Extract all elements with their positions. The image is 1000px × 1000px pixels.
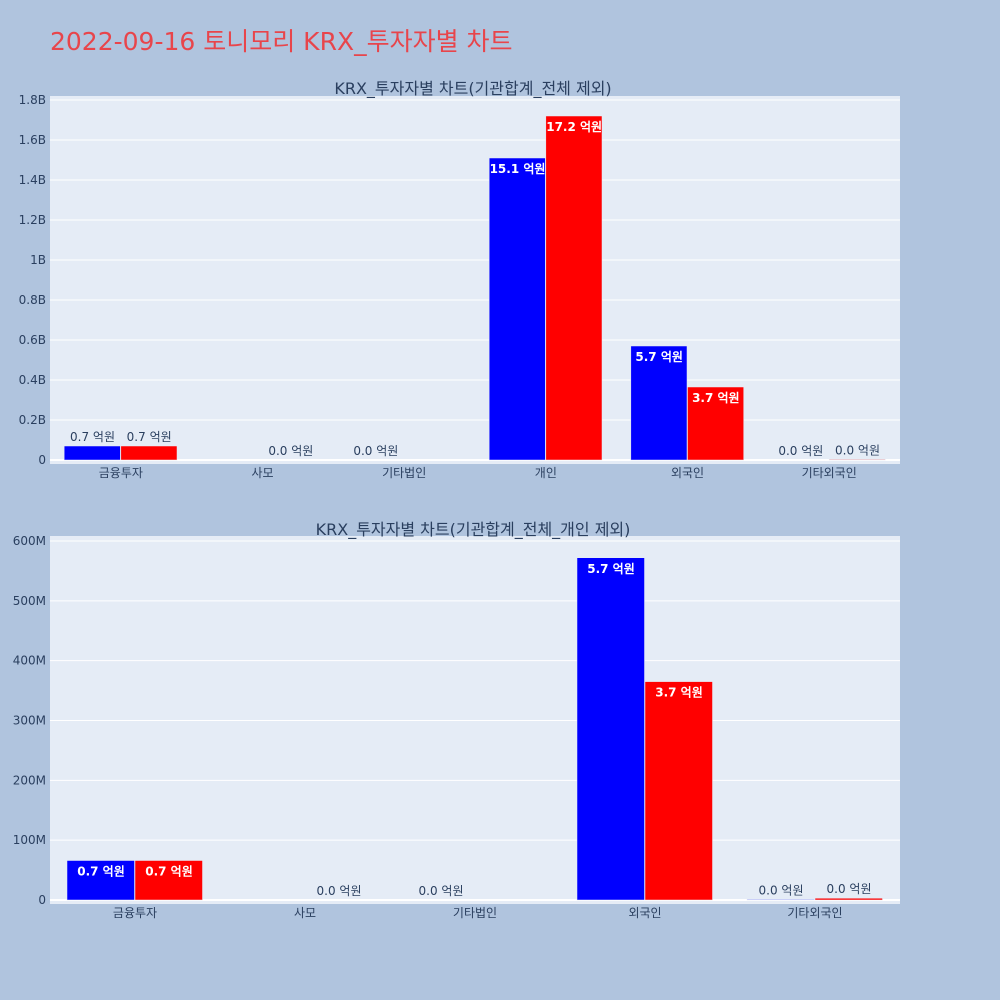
- page-title: 2022-09-16 토니모리 KRX_투자자별 차트: [50, 27, 513, 56]
- x-tick-label: 기타법인: [382, 466, 426, 480]
- x-tick-label: 개인: [535, 466, 557, 480]
- bar-label: 0.0 억원: [778, 444, 823, 458]
- y-tick-label: 1.4B: [19, 173, 46, 187]
- bar: [828, 459, 886, 461]
- bar-label: 0.0 억원: [353, 444, 398, 458]
- chart-title: KRX_투자자별 차트(기관합계_전체 제외): [334, 79, 611, 99]
- bar-label: 0.7 억원: [70, 430, 115, 444]
- plot-area: [50, 96, 900, 464]
- x-tick-label: 외국인: [628, 906, 661, 920]
- y-tick-label: 1B: [30, 253, 46, 267]
- x-tick-label: 기타외국인: [787, 906, 842, 920]
- y-tick-label: 200M: [13, 773, 46, 787]
- bar: [488, 157, 546, 461]
- bar-label: 0.0 억원: [419, 884, 464, 898]
- bar-label: 15.1 억원: [490, 162, 546, 176]
- bar: [120, 445, 178, 461]
- y-tick-label: 0.2B: [19, 413, 46, 427]
- y-tick-label: 600M: [13, 534, 46, 548]
- bar-label: 3.7 억원: [655, 686, 703, 700]
- bar-label: 0.7 억원: [127, 430, 172, 444]
- bar: [746, 899, 815, 901]
- x-tick-label: 외국인: [671, 466, 704, 480]
- y-tick-label: 0.6B: [19, 333, 46, 347]
- bar-label: 3.7 억원: [692, 391, 740, 405]
- y-tick-label: 0: [38, 453, 46, 467]
- bar-label: 0.0 억원: [268, 444, 313, 458]
- bar: [576, 557, 645, 901]
- bar-label: 0.0 억원: [317, 884, 362, 898]
- x-tick-label: 기타외국인: [802, 466, 857, 480]
- chart-1: 0 0.2B 0.4B 0.6B 0.8B 1B 1.2B 1.4B 1.6B 1.8B KRX_투…: [19, 79, 900, 480]
- bar-label: 0.0 억원: [827, 882, 872, 896]
- y-tick-label: 0: [38, 893, 46, 907]
- x-tick-label: 사모: [294, 906, 316, 920]
- chart-2: 0 100M 200M 300M 400M 500M 600M KRX_투자자별 차트(기관합…: [13, 520, 900, 920]
- y-tick-label: 1.8B: [19, 93, 46, 107]
- y-tick-label: 0.4B: [19, 373, 46, 387]
- bar: [134, 860, 203, 901]
- y-tick-label: 500M: [13, 594, 46, 608]
- chart-title: KRX_투자자별 차트(기관합계_전체_개인 제외): [316, 520, 631, 540]
- bar: [545, 115, 603, 461]
- bar: [66, 860, 135, 901]
- bar-label: 0.0 억원: [835, 443, 880, 457]
- bar-label: 0.7 억원: [77, 865, 125, 879]
- bar-label: 5.7 억원: [635, 350, 683, 364]
- bar: [63, 445, 121, 461]
- bar: [630, 345, 688, 461]
- bar-label: 0.7 억원: [145, 865, 193, 879]
- x-tick-label: 금융투자: [113, 906, 157, 920]
- bar: [814, 897, 883, 901]
- bar-label: 17.2 억원: [546, 120, 602, 134]
- x-tick-label: 금융투자: [99, 466, 143, 480]
- y-tick-label: 1.2B: [19, 213, 46, 227]
- x-tick-label: 기타법인: [453, 906, 497, 920]
- bar: [687, 386, 744, 461]
- bar-label: 0.0 억원: [759, 883, 804, 897]
- y-tick-label: 300M: [13, 714, 46, 728]
- y-tick-label: 0.8B: [19, 293, 46, 307]
- y-tick-label: 100M: [13, 833, 46, 847]
- bar: [644, 681, 713, 901]
- x-tick-label: 사모: [251, 466, 273, 480]
- y-tick-label: 400M: [13, 654, 46, 668]
- bar-label: 5.7 억원: [587, 562, 635, 576]
- y-tick-label: 1.6B: [19, 133, 46, 147]
